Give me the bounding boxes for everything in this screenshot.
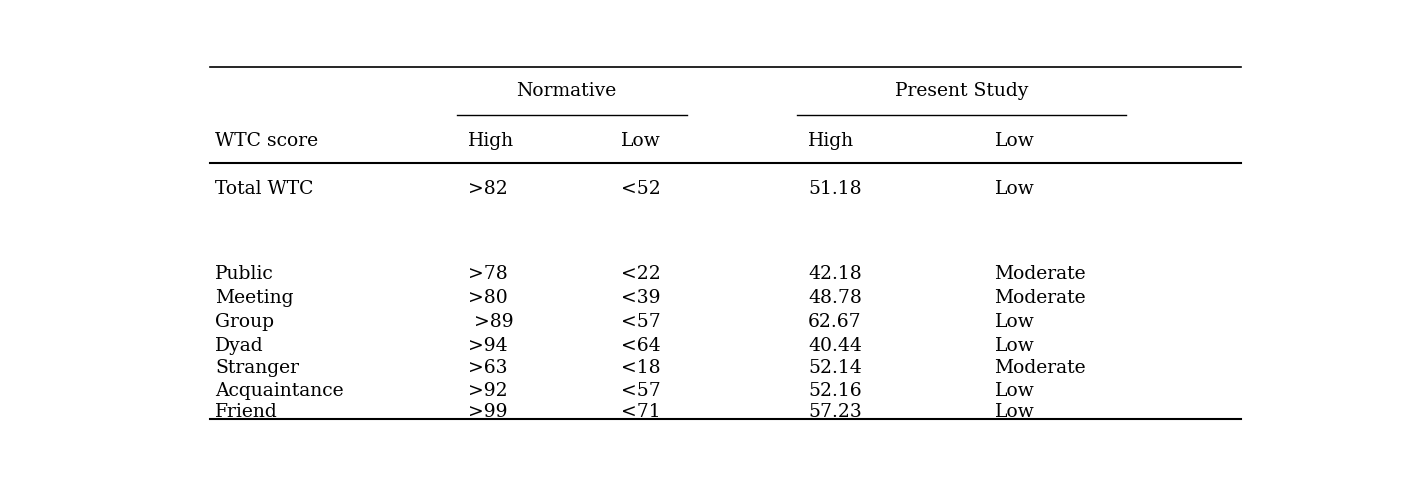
Text: 48.78: 48.78 <box>809 289 862 307</box>
Text: <52: <52 <box>622 180 661 198</box>
Text: Friend: Friend <box>215 403 278 421</box>
Text: Total WTC: Total WTC <box>215 180 314 198</box>
Text: Low: Low <box>994 337 1034 355</box>
Text: High: High <box>467 132 514 150</box>
Text: Low: Low <box>994 180 1034 198</box>
Text: Moderate: Moderate <box>994 359 1086 377</box>
Text: Dyad: Dyad <box>215 337 263 355</box>
Text: 52.14: 52.14 <box>809 359 862 377</box>
Text: Low: Low <box>622 132 661 150</box>
Text: WTC score: WTC score <box>215 132 319 150</box>
Text: >99: >99 <box>467 403 507 421</box>
Text: Low: Low <box>994 132 1034 150</box>
Text: Group: Group <box>215 313 275 331</box>
Text: Normative: Normative <box>517 82 617 100</box>
Text: Low: Low <box>994 403 1034 421</box>
Text: <57: <57 <box>622 313 661 331</box>
Text: >63: >63 <box>467 359 507 377</box>
Text: >94: >94 <box>467 337 507 355</box>
Text: Moderate: Moderate <box>994 265 1086 283</box>
Text: Public: Public <box>215 265 275 283</box>
Text: >89: >89 <box>467 313 514 331</box>
Text: Present Study: Present Study <box>895 82 1028 100</box>
Text: <64: <64 <box>622 337 661 355</box>
Text: 42.18: 42.18 <box>809 265 862 283</box>
Text: <18: <18 <box>622 359 661 377</box>
Text: Moderate: Moderate <box>994 289 1086 307</box>
Text: High: High <box>809 132 854 150</box>
Text: 51.18: 51.18 <box>809 180 861 198</box>
Text: 52.16: 52.16 <box>809 382 861 400</box>
Text: Stranger: Stranger <box>215 359 299 377</box>
Text: Low: Low <box>994 382 1034 400</box>
Text: <22: <22 <box>622 265 661 283</box>
Text: >92: >92 <box>467 382 507 400</box>
Text: Meeting: Meeting <box>215 289 295 307</box>
Text: >80: >80 <box>467 289 507 307</box>
Text: 62.67: 62.67 <box>809 313 861 331</box>
Text: Low: Low <box>994 313 1034 331</box>
Text: >82: >82 <box>467 180 507 198</box>
Text: >78: >78 <box>467 265 507 283</box>
Text: 57.23: 57.23 <box>809 403 862 421</box>
Text: <57: <57 <box>622 382 661 400</box>
Text: 40.44: 40.44 <box>809 337 862 355</box>
Text: <71: <71 <box>622 403 661 421</box>
Text: Acquaintance: Acquaintance <box>215 382 344 400</box>
Text: <39: <39 <box>622 289 661 307</box>
